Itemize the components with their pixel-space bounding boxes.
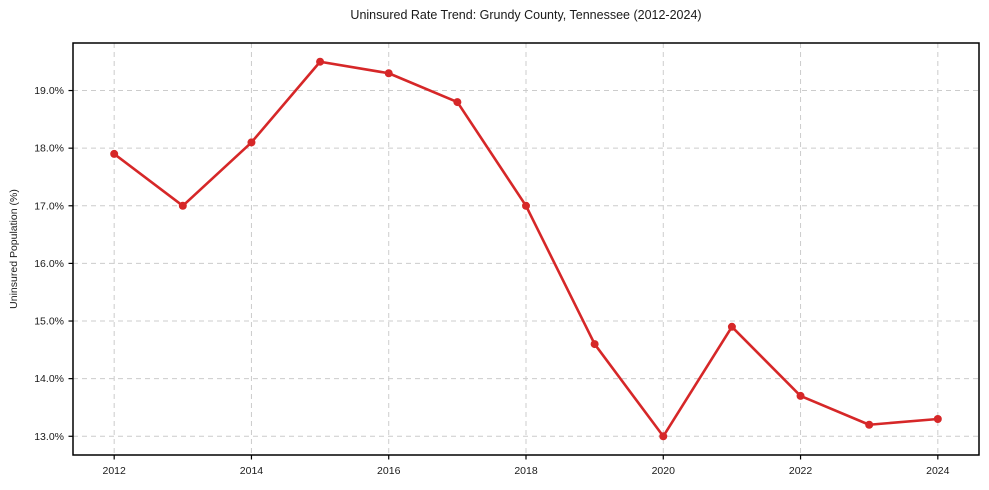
x-tick-label: 2018: [514, 465, 538, 477]
x-tick-label: 2020: [652, 465, 676, 477]
y-tick-label: 14.0%: [34, 373, 64, 385]
data-point-2015: [316, 57, 325, 66]
x-tick-label: 2022: [789, 465, 813, 477]
data-point-2022: [796, 391, 805, 400]
data-point-2018: [522, 201, 530, 210]
x-tick-label: 2012: [103, 465, 127, 477]
y-tick-label: 16.0%: [34, 258, 64, 270]
y-tick-label: 18.0%: [34, 143, 64, 155]
x-tick-label: 2016: [377, 465, 401, 477]
data-point-2013: [178, 201, 187, 210]
data-point-2019: [590, 340, 599, 349]
y-tick-label: 19.0%: [34, 85, 64, 97]
data-point-2021: [727, 322, 736, 331]
chart-title: Uninsured Rate Trend: Grundy County, Ten…: [350, 8, 702, 22]
data-point-2014: [247, 138, 256, 147]
y-tick-label: 15.0%: [34, 316, 64, 328]
y-tick-label: 17.0%: [34, 200, 64, 212]
plot-box: [72, 42, 980, 456]
data-point-2023: [865, 420, 874, 429]
data-point-2016: [384, 69, 393, 78]
data-point-2017: [453, 98, 462, 107]
y-tick-label: 13.0%: [34, 431, 64, 443]
data-point-2024: [933, 414, 942, 423]
x-tick-label: 2024: [926, 465, 950, 477]
data-point-2020: [659, 432, 668, 441]
data-point-2012: [110, 149, 119, 158]
x-tick-label: 2014: [240, 465, 264, 477]
